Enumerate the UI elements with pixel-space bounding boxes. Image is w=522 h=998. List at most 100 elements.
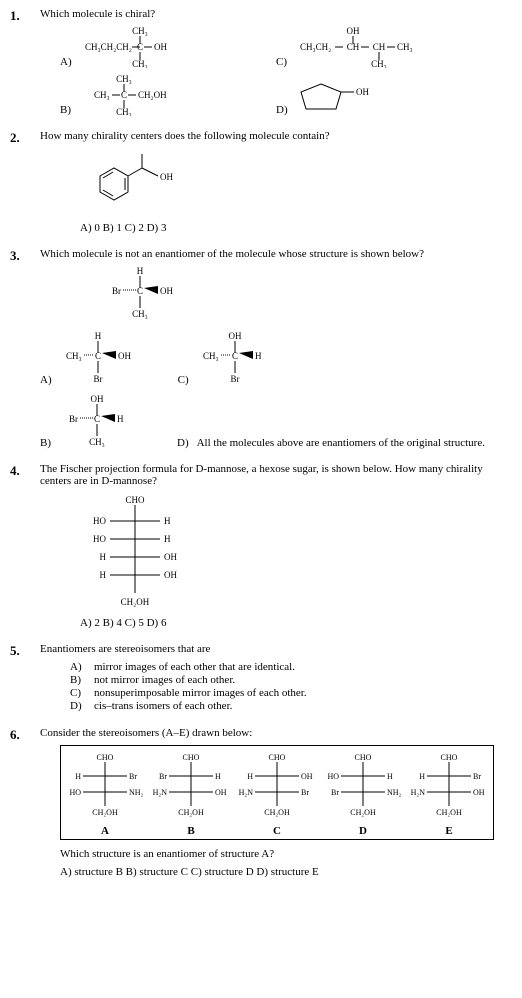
svg-text:CHO: CHO xyxy=(183,753,200,762)
svg-text:CH: CH xyxy=(347,42,360,52)
q3-choice-c-label: C) xyxy=(178,374,189,386)
q6-structure-label: C xyxy=(237,825,317,837)
question-1: 1. Which molecule is chiral? A) CH₃ CH₃C… xyxy=(10,8,512,116)
q3-choice-b-label: B) xyxy=(40,437,51,449)
svg-text:H: H xyxy=(215,772,221,781)
question-6: 6. Consider the stereoisomers (A–E) draw… xyxy=(10,727,512,878)
svg-text:NH₂: NH₂ xyxy=(387,788,402,797)
q2-structure: OH xyxy=(80,148,200,218)
svg-text:C: C xyxy=(95,351,101,361)
svg-text:HO: HO xyxy=(93,534,106,544)
q4-choices: A) 2 B) 4 C) 5 D) 6 xyxy=(80,617,512,629)
svg-text:CH₂OH: CH₂OH xyxy=(436,808,462,817)
svg-text:HO: HO xyxy=(93,516,106,526)
q6-structures-box: CHOHBrHONH₂CH₂OHACHOBrHH₂NOHCH₂OHBCHOHOH… xyxy=(60,745,494,840)
svg-text:CH₃: CH₃ xyxy=(116,74,132,84)
q1-number: 1. xyxy=(10,8,40,24)
q1-text: Which molecule is chiral? xyxy=(40,8,512,20)
svg-text:CH₂OH: CH₂OH xyxy=(121,597,150,607)
q1-choice-b-label: B) xyxy=(60,104,71,116)
q6-structure-A: CHOHBrHONH₂CH₂OHA xyxy=(65,752,145,837)
worksheet-page: 1. Which molecule is chiral? A) CH₃ CH₃C… xyxy=(0,0,522,912)
svg-text:CH₃: CH₃ xyxy=(371,59,387,68)
question-3: 3. Which molecule is not an enantiomer o… xyxy=(10,248,512,449)
svg-text:H: H xyxy=(117,414,124,424)
svg-text:CHO: CHO xyxy=(269,753,286,762)
question-2: 2. How many chirality centers does the f… xyxy=(10,130,512,234)
svg-text:CH₂OH: CH₂OH xyxy=(138,90,167,100)
svg-text:CH₃: CH₃ xyxy=(94,90,110,100)
svg-text:H: H xyxy=(100,552,107,562)
svg-text:OH: OH xyxy=(215,788,227,797)
q3-text: Which molecule is not an enantiomer of t… xyxy=(40,248,512,260)
q6-structure-D: CHOHOHBrNH₂CH₂OHD xyxy=(323,752,403,837)
q3-reference-structure: H Br C OH CH₃ xyxy=(100,266,190,321)
svg-text:CH₃: CH₃ xyxy=(66,351,82,361)
svg-text:CHO: CHO xyxy=(125,495,145,505)
question-5: 5. Enantiomers are stereoisomers that ar… xyxy=(10,643,512,713)
svg-text:CHO: CHO xyxy=(441,753,458,762)
svg-text:OH: OH xyxy=(473,788,485,797)
svg-text:OH: OH xyxy=(118,351,131,361)
q1-choice-a-label: A) xyxy=(60,56,72,68)
svg-text:Br: Br xyxy=(69,414,78,424)
svg-text:CH₃: CH₃ xyxy=(116,107,132,116)
q1-choice-d-label: D) xyxy=(276,104,288,116)
q3-structure-a: H CH₃ C OH Br xyxy=(58,331,148,386)
svg-text:H: H xyxy=(75,772,81,781)
svg-text:CH₃: CH₃ xyxy=(132,59,148,68)
q3-number: 3. xyxy=(10,248,40,264)
svg-text:C: C xyxy=(121,90,127,100)
svg-text:OH: OH xyxy=(347,26,360,36)
svg-text:H₂N: H₂N xyxy=(153,788,168,797)
svg-text:Br: Br xyxy=(301,788,309,797)
q4-fischer: CHO HO H HO H H OH xyxy=(80,493,190,613)
svg-text:Br: Br xyxy=(331,788,339,797)
q1-structure-d: OH xyxy=(296,74,386,116)
svg-text:HO: HO xyxy=(69,788,81,797)
svg-text:CH₃: CH₃ xyxy=(397,42,413,52)
q6-structure-label: B xyxy=(151,825,231,837)
svg-text:Br: Br xyxy=(129,772,137,781)
svg-text:H: H xyxy=(137,266,144,276)
svg-text:Br: Br xyxy=(112,286,121,296)
svg-text:H: H xyxy=(164,534,171,544)
svg-text:CH₃: CH₃ xyxy=(203,351,219,361)
svg-text:H: H xyxy=(255,351,262,361)
svg-text:H: H xyxy=(387,772,393,781)
q2-choices: A) 0 B) 1 C) 2 D) 3 xyxy=(80,222,512,234)
svg-text:OH: OH xyxy=(228,331,241,341)
q6-number: 6. xyxy=(10,727,40,743)
svg-text:H: H xyxy=(419,772,425,781)
q1-structure-c: OH CH₃CH₂ CH CH CH₃ CH₃ xyxy=(295,26,445,68)
q6-text: Consider the stereoisomers (A–E) drawn b… xyxy=(40,727,512,739)
svg-text:OH: OH xyxy=(164,552,177,562)
svg-text:CH₃CH₂: CH₃CH₂ xyxy=(300,42,331,52)
svg-text:CH₃: CH₃ xyxy=(89,437,105,447)
svg-text:Br: Br xyxy=(473,772,481,781)
svg-text:H₂N: H₂N xyxy=(239,788,254,797)
svg-text:CH₃: CH₃ xyxy=(132,26,148,36)
q3-structure-c: OH CH₃ C H Br xyxy=(195,331,285,386)
q2-text: How many chirality centers does the foll… xyxy=(40,130,512,142)
svg-text:OH: OH xyxy=(160,286,173,296)
q6-choices: A) structure B B) structure C C) structu… xyxy=(60,866,512,878)
svg-text:CHO: CHO xyxy=(355,753,372,762)
svg-text:CH: CH xyxy=(373,42,386,52)
svg-text:OH: OH xyxy=(301,772,313,781)
svg-text:CHO: CHO xyxy=(97,753,114,762)
q3-choice-d-label: D) xyxy=(177,437,189,449)
q3-choice-d-text: All the molecules above are enantiomers … xyxy=(197,437,485,449)
q4-number: 4. xyxy=(10,463,40,479)
svg-text:C: C xyxy=(94,414,100,424)
q1-choice-c-label: C) xyxy=(276,56,287,68)
q4-text: The Fischer projection formula for D-man… xyxy=(40,463,512,487)
q1-structure-b: CH₃ CH₃ C CH₂OH CH₃ xyxy=(79,74,199,116)
q6-structure-B: CHOBrHH₂NOHCH₂OHB xyxy=(151,752,231,837)
svg-text:HO: HO xyxy=(327,772,339,781)
svg-text:C: C xyxy=(232,351,238,361)
svg-text:OH: OH xyxy=(160,172,173,182)
svg-text:C: C xyxy=(137,286,143,296)
svg-text:OH: OH xyxy=(164,570,177,580)
q6-structure-label: A xyxy=(65,825,145,837)
